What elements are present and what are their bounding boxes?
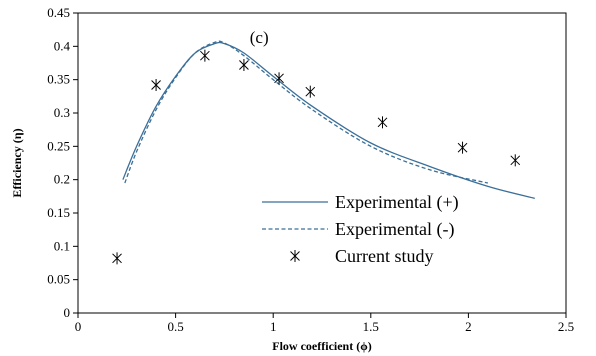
x-axis-title: Flow coefficient (ϕ) bbox=[272, 339, 371, 353]
data-point bbox=[305, 85, 316, 98]
series-2 bbox=[112, 49, 521, 265]
x-tick-label: 0 bbox=[75, 319, 82, 334]
y-tick-label: 0.4 bbox=[54, 38, 71, 53]
y-tick-label: 0.45 bbox=[47, 5, 70, 20]
x-tick-label: 2 bbox=[465, 319, 472, 334]
x-tick-label: 1 bbox=[270, 319, 277, 334]
legend-marker bbox=[290, 250, 300, 262]
data-point bbox=[457, 141, 468, 154]
data-point bbox=[239, 59, 249, 71]
plot-frame bbox=[77, 12, 567, 314]
y-axis-title: Efficiency (η) bbox=[10, 128, 24, 197]
y-tick-label: 0.2 bbox=[54, 172, 70, 187]
legend-label: Experimental (+) bbox=[335, 192, 459, 213]
x-tick-label: 1.5 bbox=[363, 319, 379, 334]
legend-item-2: Current study bbox=[290, 246, 434, 266]
legend-item-1: Experimental (-) bbox=[262, 219, 454, 240]
y-tick-label: 0.1 bbox=[54, 238, 70, 253]
data-point bbox=[151, 79, 161, 91]
series-layer bbox=[112, 40, 535, 265]
legend-label: Experimental (-) bbox=[335, 219, 454, 240]
y-tick-label: 0.3 bbox=[54, 105, 70, 120]
series-line bbox=[122, 41, 535, 199]
data-point bbox=[510, 154, 521, 167]
data-point bbox=[377, 116, 388, 129]
legend-item-0: Experimental (+) bbox=[262, 192, 459, 213]
y-tick-label: 0.35 bbox=[47, 72, 70, 87]
data-point bbox=[200, 49, 210, 62]
x-tick-label: 2.5 bbox=[558, 319, 574, 334]
x-tick-label: 0.5 bbox=[167, 319, 183, 334]
axes: 0 0.5 1 1.5 2 2.5 0 0.05 0.1 0.15 0.2 0.25 0.3 0.35 0.… bbox=[47, 5, 574, 334]
legend-label: Current study bbox=[335, 246, 434, 266]
panel-annotation: (c) bbox=[250, 28, 269, 47]
data-point bbox=[112, 252, 122, 265]
data-point bbox=[274, 72, 284, 85]
y-tick-label: 0 bbox=[64, 305, 71, 320]
legend: Experimental (+) Experimental (-) Current … bbox=[262, 192, 459, 266]
y-tick-label: 0.15 bbox=[47, 205, 70, 220]
series-1 bbox=[124, 40, 489, 184]
y-tick-label: 0.25 bbox=[47, 138, 70, 153]
series-line bbox=[124, 40, 489, 184]
y-tick-label: 0.05 bbox=[47, 272, 70, 287]
series-0 bbox=[122, 41, 535, 199]
